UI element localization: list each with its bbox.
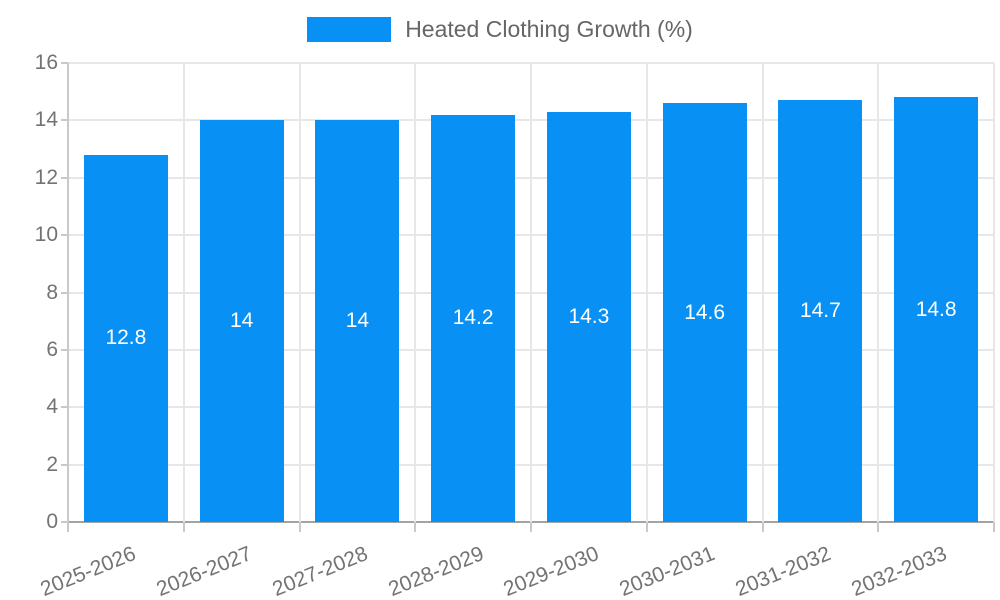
y-axis-label: 6: [46, 337, 58, 361]
y-axis-line: [67, 63, 69, 522]
y-axis-tick: [61, 348, 68, 351]
bar-value-label: 14.6: [684, 300, 726, 324]
y-axis-tick: [61, 406, 68, 409]
bar-2032-2033[interactable]: 14.8: [894, 97, 979, 522]
x-axis-tick: [645, 522, 648, 532]
y-axis-label: 4: [46, 395, 58, 419]
y-axis-tick: [61, 463, 68, 466]
bar-2029-2030[interactable]: 14.3: [546, 111, 631, 522]
v-gridline: [645, 63, 648, 522]
legend[interactable]: Heated Clothing Growth (%): [0, 16, 1000, 43]
x-axis-tick: [414, 522, 417, 532]
bar-value-label: 14.2: [452, 306, 494, 330]
y-axis-label: 10: [34, 223, 58, 247]
y-axis-label: 8: [46, 280, 58, 304]
x-axis-label: 2032-2033: [848, 542, 950, 600]
x-axis-label: 2028-2029: [385, 542, 487, 600]
y-axis-tick: [61, 291, 68, 294]
x-axis-tick: [298, 522, 301, 532]
bar-2025-2026[interactable]: 12.8: [83, 154, 168, 522]
y-axis-tick: [61, 234, 68, 237]
plot-area: 0 2 4 6 8 10 12 14 16 12.8 14 14 14.2 14.3 14.6 14.7 14.…: [35, 52, 995, 600]
y-axis-tick: [61, 521, 68, 523]
x-axis-tick: [761, 522, 764, 532]
y-axis-label: 16: [34, 51, 58, 74]
x-axis-label: 2030-2031: [616, 542, 719, 600]
x-axis-label: 2031-2032: [732, 542, 834, 600]
v-gridline: [298, 63, 301, 522]
bar-value-label: 14.8: [915, 297, 957, 321]
v-gridline: [530, 63, 532, 522]
bar-2027-2028[interactable]: 14: [315, 120, 400, 522]
bar-2028-2029[interactable]: 14.2: [431, 114, 516, 522]
bar-value-label: 14: [345, 309, 370, 333]
x-axis-label: 2026-2027: [153, 542, 256, 600]
y-axis-label: 2: [46, 452, 58, 476]
x-axis-tick: [530, 522, 532, 532]
x-axis-tick: [877, 522, 880, 532]
x-axis-label: 2025-2026: [37, 542, 140, 600]
v-gridline: [414, 63, 417, 522]
bar-2031-2032[interactable]: 14.7: [778, 100, 863, 522]
x-axis-tick: [993, 522, 995, 532]
bar-value-label: 12.8: [105, 326, 147, 350]
v-gridline: [877, 63, 880, 522]
x-axis-label: 2027-2028: [269, 542, 371, 600]
x-axis-tick: [182, 522, 185, 532]
y-axis-label: 14: [34, 108, 58, 132]
y-axis-label: 0: [46, 510, 58, 533]
v-gridline: [993, 63, 995, 522]
legend-swatch[interactable]: [307, 17, 392, 42]
bar-value-label: 14.7: [799, 299, 841, 323]
x-axis-tick: [67, 522, 69, 532]
y-axis-tick: [61, 119, 68, 122]
legend-label: Heated Clothing Growth (%): [405, 16, 693, 42]
v-gridline: [761, 63, 764, 522]
bar-value-label: 14: [229, 309, 254, 333]
bar-2030-2031[interactable]: 14.6: [662, 103, 747, 522]
bar-value-label: 14.3: [568, 304, 610, 328]
v-gridline: [182, 63, 185, 522]
y-axis-label: 12: [34, 165, 58, 189]
y-axis-tick: [61, 62, 68, 64]
y-axis-tick: [61, 176, 68, 179]
bar-2026-2027[interactable]: 14: [199, 120, 284, 522]
x-axis-label: 2029-2030: [500, 542, 603, 600]
